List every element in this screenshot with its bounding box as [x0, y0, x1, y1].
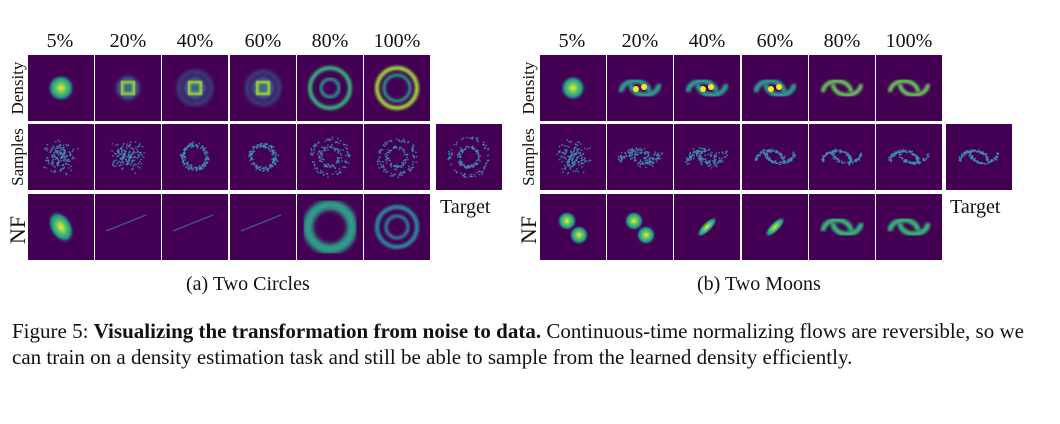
panel-b-density-tile-3 [742, 55, 808, 121]
panel-a-pct-100: 100% [373, 30, 421, 52]
panel-b-subcaption: (b) Two Moons [697, 273, 821, 295]
panel-b-density-tile-4 [809, 55, 875, 121]
panel-b-samples-tile-5 [876, 124, 942, 190]
panel-b-samples-tile-3 [742, 124, 808, 190]
panel-b-pct-60: 60% [756, 30, 794, 52]
panel-a-samples-tile-3 [230, 124, 296, 190]
panel-b-pct-80: 80% [823, 30, 861, 52]
panel-b-density-tile-0 [540, 55, 606, 121]
panel-a-nf-tile-5 [364, 194, 430, 260]
panel-a-density-tile-0 [28, 55, 94, 121]
caption-text: Continuous-time normalizing flows are re… [12, 319, 1024, 369]
panel-b-pct-5: 5% [558, 30, 586, 52]
panel-a-subcaption: (a) Two Circles [186, 273, 310, 295]
panel-a-samples-tile-2 [162, 124, 228, 190]
panel-a-target-tile [436, 124, 502, 190]
panel-b-samples-tile-1 [607, 124, 673, 190]
panel-b-pct-100: 100% [885, 30, 933, 52]
panel-a-nf-tile-1 [95, 194, 161, 260]
figure-caption: Figure 5: Visualizing the transformation… [12, 318, 1042, 370]
panel-a-density-tile-1 [95, 55, 161, 121]
caption-bold: Visualizing the transformation from nois… [93, 319, 542, 343]
caption-label: Figure 5: [12, 319, 89, 343]
panel-a-target-label: Target [440, 196, 491, 218]
panel-b-nf-tile-5 [876, 194, 942, 260]
panel-a-nf-tile-4 [297, 194, 363, 260]
panel-a-pct-40: 40% [176, 30, 214, 52]
panel-b-density-tile-2 [674, 55, 740, 121]
panel-b-nf-tile-1 [607, 194, 673, 260]
panel-b-pct-40: 40% [688, 30, 726, 52]
panel-a-density-tile-2 [162, 55, 228, 121]
panel-b-nf-tile-4 [809, 194, 875, 260]
panel-b-samples-tile-0 [540, 124, 606, 190]
panel-a-samples-tile-1 [95, 124, 161, 190]
panel-b-nf-tile-3 [742, 194, 808, 260]
panel-b-target-label: Target [950, 196, 1001, 218]
panel-a-samples-tile-4 [297, 124, 363, 190]
panel-a-nf-tile-0 [28, 194, 94, 260]
panel-a-nf-tile-3 [230, 194, 296, 260]
panel-b-density-tile-1 [607, 55, 673, 121]
panel-a-pct-5: 5% [46, 30, 74, 52]
panel-a-pct-80: 80% [311, 30, 349, 52]
panel-b-pct-20: 20% [621, 30, 659, 52]
panel-a-density-tile-4 [297, 55, 363, 121]
panel-a-nf-tile-2 [162, 194, 228, 260]
panel-a-pct-20: 20% [109, 30, 147, 52]
panel-b-density-tile-5 [876, 55, 942, 121]
panel-b-target-tile [946, 124, 1012, 190]
panel-a-density-tile-5 [364, 55, 430, 121]
figure-tiles [28, 55, 1012, 260]
panel-a-density-tile-3 [230, 55, 296, 121]
panel-b-samples-tile-2 [674, 124, 740, 190]
panel-a-pct-60: 60% [244, 30, 282, 52]
panel-a-samples-tile-5 [364, 124, 430, 190]
panel-a-samples-tile-0 [28, 124, 94, 190]
panel-b-nf-tile-2 [674, 194, 740, 260]
panel-b-nf-tile-0 [540, 194, 606, 260]
panel-b-samples-tile-4 [809, 124, 875, 190]
